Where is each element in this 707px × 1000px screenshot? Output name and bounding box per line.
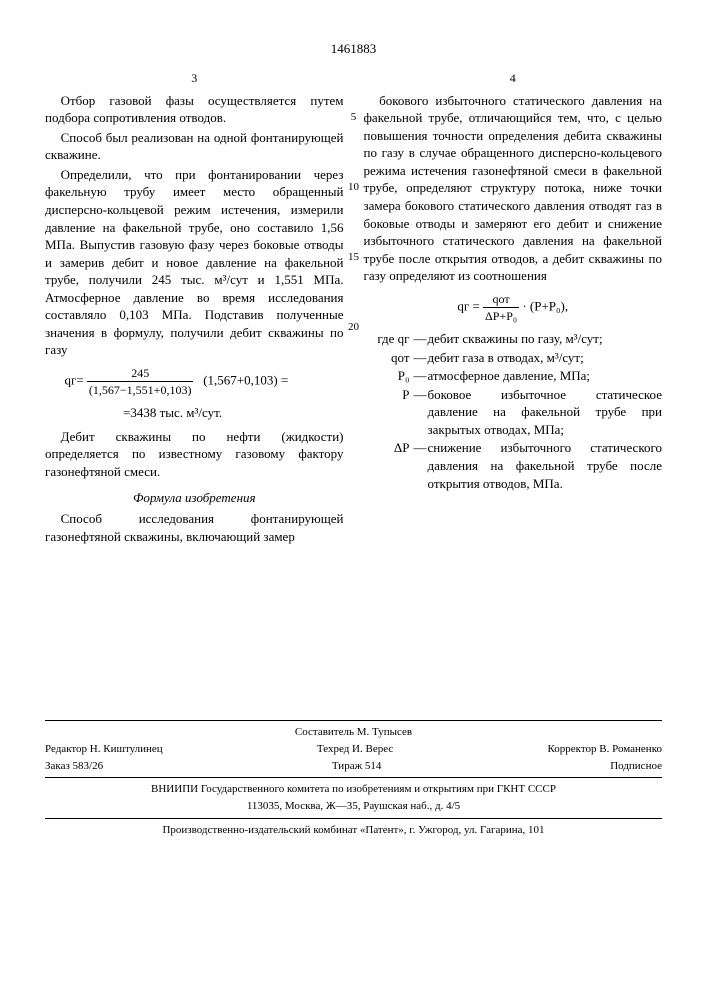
where-item: qот — дебит газа в отводах, м³/сут; bbox=[364, 349, 663, 367]
dash: — bbox=[414, 367, 428, 385]
compiler: Составитель М. Тупысев bbox=[45, 725, 662, 740]
description: дебит скважины по газу, м³/сут; bbox=[428, 330, 663, 348]
formula-lhs: qг = bbox=[457, 298, 479, 313]
fraction: 245 (1,567−1,551+0,103) bbox=[87, 365, 194, 398]
right-column-number: 4 bbox=[364, 70, 663, 86]
description: атмосферное давление, МПа; bbox=[428, 367, 663, 385]
where-item: P₀ — атмосферное давление, МПа; bbox=[364, 367, 663, 385]
right-column: 4 5 10 15 20 бокового избыточного статич… bbox=[364, 70, 663, 548]
formula-rhs: · (P+P₀), bbox=[522, 298, 568, 313]
divider bbox=[45, 720, 662, 721]
editor: Редактор Н. Киштулинец bbox=[45, 742, 163, 757]
symbol: P₀ bbox=[364, 367, 414, 385]
paragraph: бокового избыточного статического давлен… bbox=[364, 92, 663, 285]
dash: — bbox=[414, 386, 428, 439]
numerator: qот bbox=[483, 291, 519, 308]
paragraph: Способ был реализован на одной фонтаниру… bbox=[45, 129, 344, 164]
tirage: Тираж 514 bbox=[332, 759, 382, 774]
divider bbox=[45, 777, 662, 778]
left-column: 3 Отбор газовой фазы осуществляется путе… bbox=[45, 70, 344, 548]
section-heading: Формула изобретения bbox=[45, 489, 344, 507]
formula-result: =3438 тыс. м³/сут. bbox=[45, 404, 344, 422]
symbol: qот bbox=[364, 349, 414, 367]
page: 1461883 3 Отбор газовой фазы осуществляе… bbox=[0, 0, 707, 1000]
dash: — bbox=[414, 330, 428, 348]
line-mark: 20 bbox=[347, 320, 361, 335]
order: Заказ 583/26 bbox=[45, 759, 103, 774]
dash: — bbox=[414, 439, 428, 492]
org: Производственно-издательский комбинат «П… bbox=[45, 823, 662, 838]
subscription: Подписное bbox=[610, 759, 662, 774]
formula: qг = qот ΔP+P₀ · (P+P₀), bbox=[364, 291, 663, 324]
footer: Составитель М. Тупысев Редактор Н. Кишту… bbox=[45, 716, 662, 840]
symbol: где qг bbox=[364, 330, 414, 348]
where-list: где qг — дебит скважины по газу, м³/сут;… bbox=[364, 330, 663, 492]
where-item: P — боковое избыточное статическое давле… bbox=[364, 386, 663, 439]
symbol: ΔP bbox=[364, 439, 414, 492]
denominator: (1,567−1,551+0,103) bbox=[87, 382, 194, 398]
formula: qг= 245 (1,567−1,551+0,103) (1,567+0,103… bbox=[45, 365, 344, 398]
denominator: ΔP+P₀ bbox=[483, 308, 519, 324]
symbol: P bbox=[364, 386, 414, 439]
dash: — bbox=[414, 349, 428, 367]
paragraph: Отбор газовой фазы осуществляется путем … bbox=[45, 92, 344, 127]
line-mark: 5 bbox=[347, 110, 361, 125]
org: ВНИИПИ Государственного комитета по изоб… bbox=[45, 782, 662, 797]
corrector: Корректор В. Романенко bbox=[548, 742, 662, 757]
description: снижение избыточного статического давлен… bbox=[428, 439, 663, 492]
where-item: где qг — дебит скважины по газу, м³/сут; bbox=[364, 330, 663, 348]
left-column-number: 3 bbox=[45, 70, 344, 86]
where-item: ΔP — снижение избыточного статического д… bbox=[364, 439, 663, 492]
footer-row: Заказ 583/26 Тираж 514 Подписное bbox=[45, 759, 662, 774]
org-address: 113035, Москва, Ж—35, Раушская наб., д. … bbox=[45, 799, 662, 814]
fraction: qот ΔP+P₀ bbox=[483, 291, 519, 324]
columns: 3 Отбор газовой фазы осуществляется путе… bbox=[45, 70, 662, 548]
paragraph: Определили, что при фонтанировании через… bbox=[45, 166, 344, 359]
description: боковое избыточное статическое давление … bbox=[428, 386, 663, 439]
description: дебит газа в отводах, м³/сут; bbox=[428, 349, 663, 367]
formula-tail: (1,567+0,103) = bbox=[203, 373, 288, 388]
document-number: 1461883 bbox=[45, 40, 662, 58]
footer-row: Редактор Н. Киштулинец Техред И. Верес К… bbox=[45, 742, 662, 757]
tech-editor: Техред И. Верес bbox=[317, 742, 393, 757]
paragraph: Способ исследования фонтанирующей газоне… bbox=[45, 510, 344, 545]
line-mark: 15 bbox=[347, 250, 361, 265]
numerator: 245 bbox=[87, 365, 194, 382]
divider bbox=[45, 818, 662, 819]
paragraph: Дебит скважины по нефти (жидкости) опред… bbox=[45, 428, 344, 481]
line-mark: 10 bbox=[347, 180, 361, 195]
